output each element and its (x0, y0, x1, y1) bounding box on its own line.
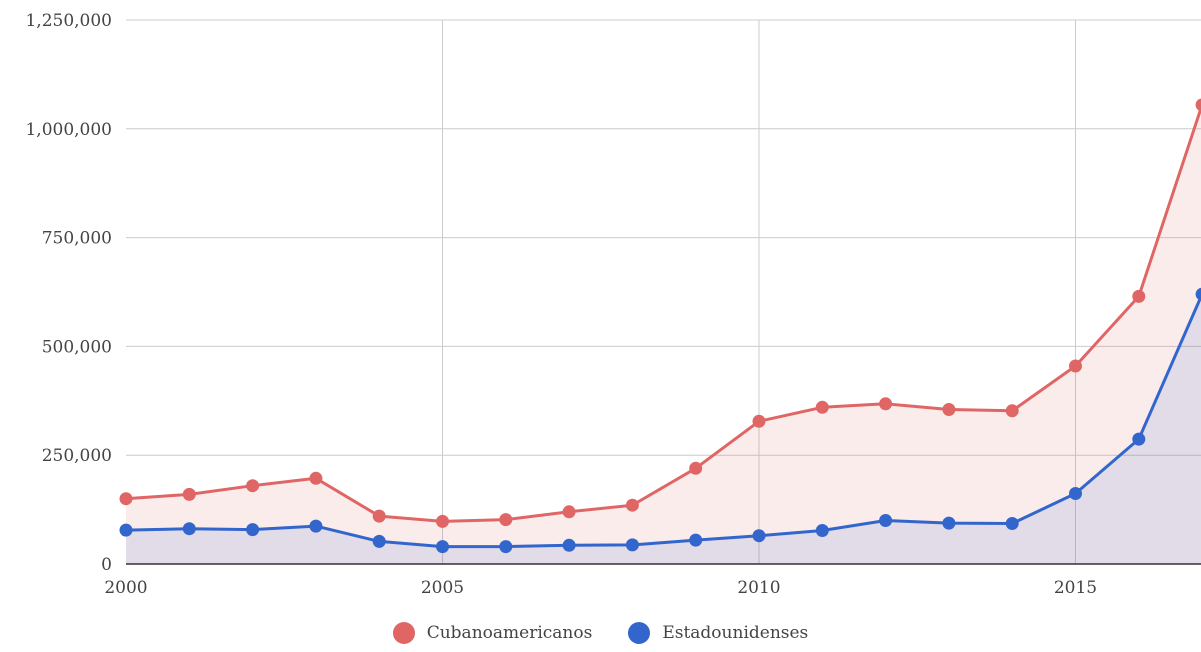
legend: Cubanoamericanos Estadounidenses (0, 622, 1201, 644)
point-estadounidenses[interactable] (1132, 432, 1146, 446)
point-cubanoamericanos[interactable] (815, 400, 829, 414)
point-estadounidenses[interactable] (182, 522, 196, 536)
legend-swatch-estadounidenses (628, 622, 651, 644)
legend-label-estadounidenses: Estadounidenses (662, 623, 809, 643)
point-cubanoamericanos[interactable] (942, 403, 956, 416)
point-estadounidenses[interactable] (119, 523, 133, 537)
x-tick-label: 2005 (421, 578, 464, 598)
grid (126, 19, 1201, 564)
point-estadounidenses[interactable] (1195, 287, 1201, 301)
point-cubanoamericanos[interactable] (119, 492, 133, 506)
point-cubanoamericanos[interactable] (309, 471, 323, 485)
point-estadounidenses[interactable] (1069, 487, 1082, 500)
y-tick-label: 750,000 (42, 229, 112, 249)
legend-item-cubanoamericanos[interactable]: Cubanoamericanos (392, 622, 593, 644)
point-cubanoamericanos[interactable] (182, 487, 196, 501)
area-cubanoamericanos (126, 108, 1201, 564)
point-estadounidenses[interactable] (246, 523, 260, 537)
point-estadounidenses[interactable] (372, 534, 386, 548)
point-cubanoamericanos[interactable] (436, 514, 449, 528)
series-lines (125, 104, 1201, 549)
point-cubanoamericanos[interactable] (1005, 404, 1019, 418)
point-estadounidenses[interactable] (499, 540, 513, 554)
point-estadounidenses[interactable] (436, 540, 449, 554)
point-cubanoamericanos[interactable] (625, 498, 639, 512)
point-cubanoamericanos[interactable] (689, 461, 703, 475)
point-estadounidenses[interactable] (879, 514, 893, 527)
line-cubanoamericanos (125, 104, 1201, 523)
point-cubanoamericanos[interactable] (1195, 98, 1201, 112)
point-cubanoamericanos[interactable] (246, 479, 260, 493)
y-tick-label: 250,000 (42, 446, 112, 466)
point-estadounidenses[interactable] (752, 529, 766, 543)
point-estadounidenses[interactable] (1005, 517, 1019, 530)
area-estadounidenses (126, 296, 1201, 564)
tick-labels: 0 250,000 500,000 750,000 1,000,000 1,250,000… (25, 11, 1097, 598)
point-cubanoamericanos[interactable] (562, 505, 576, 519)
point-cubanoamericanos[interactable] (1132, 289, 1146, 303)
point-cubanoamericanos[interactable] (879, 397, 893, 411)
point-cubanoamericanos[interactable] (752, 414, 766, 428)
point-estadounidenses[interactable] (815, 524, 829, 537)
point-estadounidenses[interactable] (942, 516, 956, 530)
series-points (119, 98, 1201, 554)
point-estadounidenses[interactable] (562, 538, 576, 552)
point-cubanoamericanos[interactable] (499, 513, 513, 527)
point-estadounidenses[interactable] (625, 538, 639, 552)
x-tick-label: 2010 (737, 578, 780, 598)
x-tick-label: 2000 (104, 578, 147, 598)
point-cubanoamericanos[interactable] (1069, 359, 1082, 373)
point-estadounidenses[interactable] (689, 533, 703, 547)
legend-swatch-cubanoamericanos (392, 622, 415, 644)
y-tick-label: 0 (101, 555, 112, 575)
point-estadounidenses[interactable] (309, 519, 323, 533)
y-tick-label: 1,250,000 (25, 11, 112, 31)
series-areas (126, 108, 1201, 564)
legend-item-estadounidenses[interactable]: Estadounidenses (628, 622, 808, 644)
y-tick-label: 500,000 (42, 337, 112, 357)
point-cubanoamericanos[interactable] (372, 509, 386, 523)
x-tick-label: 2015 (1054, 578, 1097, 598)
legend-label-cubanoamericanos: Cubanoamericanos (426, 623, 593, 643)
y-tick-label: 1,000,000 (25, 120, 112, 140)
line-estadounidenses (125, 293, 1201, 549)
